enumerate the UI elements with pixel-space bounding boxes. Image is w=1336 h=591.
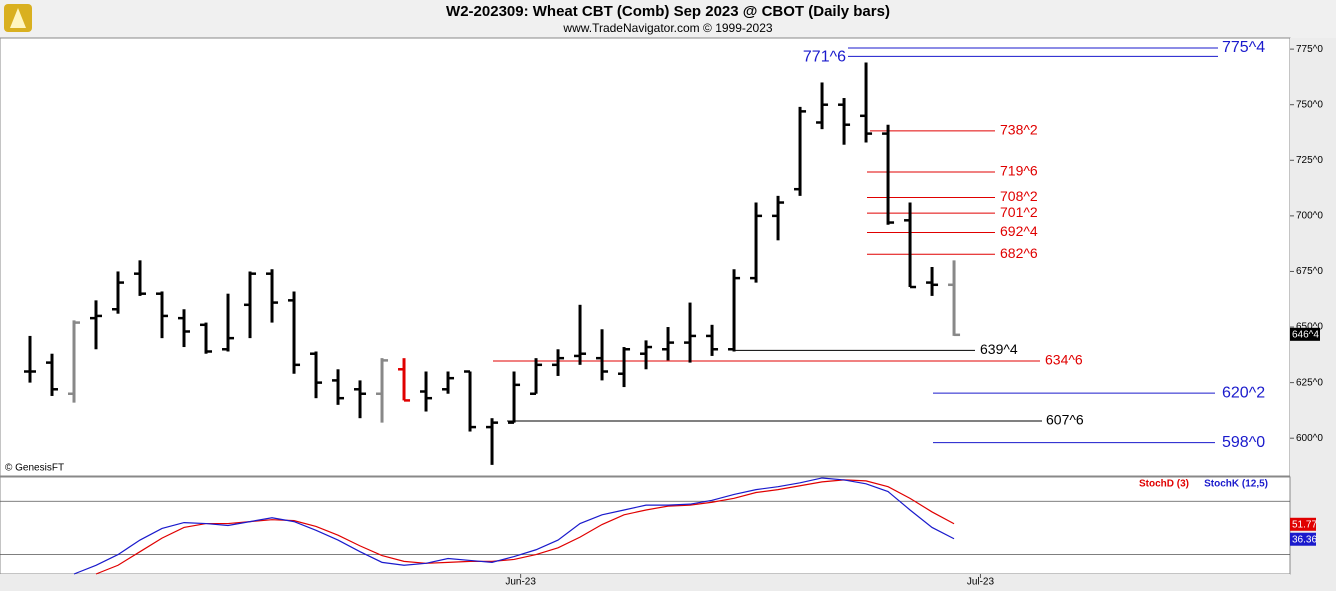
y-tick-label: 750^0: [1296, 99, 1323, 110]
value-tag: [1290, 532, 1316, 546]
logo: [4, 4, 32, 32]
x-tick-label: Jul-23: [967, 577, 995, 588]
level-label: 719^6: [1000, 163, 1038, 179]
value-tag: [1290, 517, 1316, 531]
last-tag-label: 646^4: [1292, 329, 1319, 340]
stoch-panel: [0, 476, 1291, 575]
price-panel: [0, 37, 1291, 477]
level-label: 692^4: [1000, 223, 1038, 239]
level-label: 607^6: [1046, 412, 1084, 428]
level-label: 682^6: [1000, 245, 1038, 261]
value-tag-label: 51.77: [1292, 519, 1317, 530]
stoch-line: [73, 477, 955, 575]
stoch-line: [95, 479, 955, 575]
y-tick-label: 700^0: [1296, 211, 1323, 222]
level-label: 708^2: [1000, 188, 1038, 204]
axis-strip: [1290, 38, 1336, 591]
subtitle: www.TradeNavigator.com © 1999-2023: [562, 21, 772, 35]
legend-label: StochK (12,5): [1204, 479, 1268, 490]
level-label: 620^2: [1222, 384, 1265, 401]
level-label: 634^6: [1045, 352, 1083, 368]
y-tick-label: 675^0: [1296, 266, 1323, 277]
y-tick-label: 725^0: [1296, 155, 1323, 166]
legend-label: StochD (3): [1139, 479, 1189, 490]
level-label: 775^4: [1222, 39, 1265, 56]
x-tick-label: Jun-23: [505, 577, 536, 588]
x-axis-strip: [0, 574, 1290, 591]
y-tick-label: 600^0: [1296, 433, 1323, 444]
last-tag: [1290, 327, 1320, 341]
source: © GenesisFT: [5, 463, 64, 474]
y-tick-label: 775^0: [1296, 44, 1323, 55]
level-label: 639^4: [980, 341, 1018, 357]
y-tick-label: 650^0: [1296, 322, 1323, 333]
header-bg: [0, 0, 1336, 38]
level-label: 598^0: [1222, 434, 1265, 451]
chart-title: W2-202309: Wheat CBT (Comb) Sep 2023 @ C…: [446, 3, 890, 20]
level-label: 738^2: [1000, 122, 1038, 138]
value-tag-label: 36.36: [1292, 534, 1317, 545]
level-label: 701^2: [1000, 204, 1038, 220]
level-label: 771^6: [803, 49, 846, 66]
y-tick-label: 625^0: [1296, 377, 1323, 388]
